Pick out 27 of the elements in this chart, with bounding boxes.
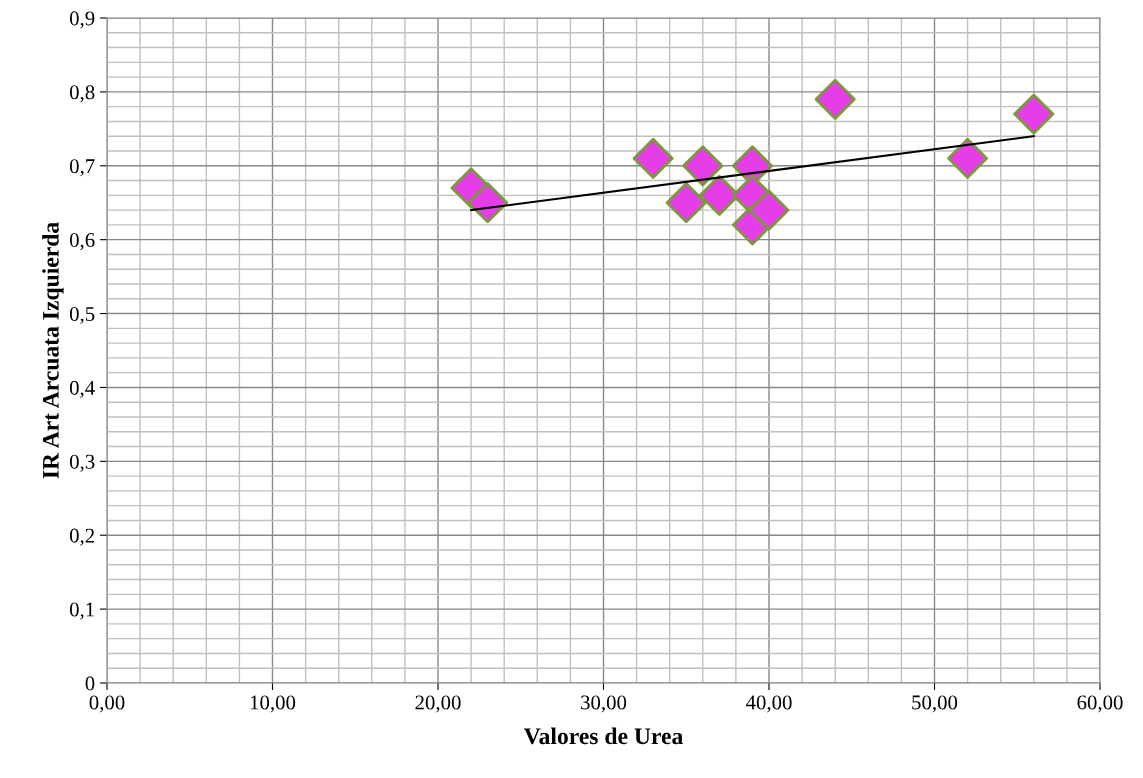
x-axis-title: Valores de Urea bbox=[523, 727, 683, 745]
y-tick-label: 0,4 bbox=[69, 380, 95, 398]
y-tick-label: 0,2 bbox=[69, 528, 95, 546]
y-tick-label: 0,3 bbox=[69, 454, 95, 472]
x-tick-label: 50,00 bbox=[912, 695, 958, 713]
point bbox=[467, 182, 509, 224]
point bbox=[632, 137, 674, 179]
y-tick-label: 0,5 bbox=[69, 306, 95, 324]
point bbox=[814, 78, 856, 120]
point bbox=[947, 137, 989, 179]
x-tick-label: 10,00 bbox=[250, 695, 296, 713]
y-tick-label: 0 bbox=[85, 676, 95, 691]
point bbox=[665, 182, 707, 224]
y-tick-label: 0,9 bbox=[69, 11, 95, 29]
x-tick-label: 40,00 bbox=[745, 695, 792, 713]
x-tick-label: 60,00 bbox=[1077, 695, 1123, 713]
point bbox=[682, 145, 724, 187]
x-tick-label: 0,00 bbox=[89, 695, 125, 713]
y-tick-label: 0,6 bbox=[69, 233, 95, 251]
x-tick-label: 20,00 bbox=[415, 695, 461, 713]
y-tick-label: 0,1 bbox=[69, 602, 94, 620]
y-tick-label: 0,8 bbox=[69, 85, 95, 103]
y-tick-label: 0,7 bbox=[69, 159, 95, 177]
x-tick-label: 30,00 bbox=[581, 695, 627, 713]
point bbox=[1013, 93, 1055, 135]
point bbox=[748, 189, 790, 231]
y-axis-title: IR Art Arcuata Izquierda bbox=[42, 222, 64, 479]
